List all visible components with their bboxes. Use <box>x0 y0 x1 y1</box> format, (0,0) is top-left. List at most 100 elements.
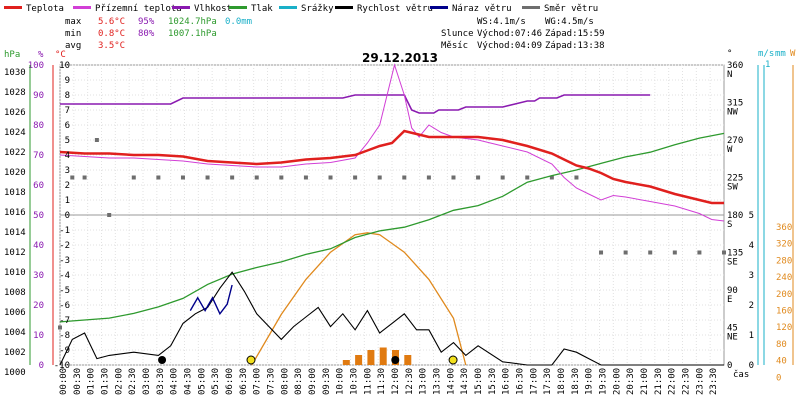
tick-wind: 0 <box>749 361 754 371</box>
axis-direction-unit: ° <box>727 49 732 59</box>
tick-direction-name: NW <box>727 108 738 118</box>
tick-x: 19:00 <box>585 368 595 395</box>
point-wind-direction <box>500 175 505 180</box>
tick-rain: 1 <box>765 60 770 70</box>
point-wind-direction <box>549 175 554 180</box>
tick-x: 05:30 <box>211 368 221 395</box>
series-radiation <box>251 232 467 366</box>
tick-pressure: 1028 <box>4 88 26 98</box>
tick-x: 01:00 <box>87 368 97 395</box>
stat-max-hum: 95% <box>138 17 155 27</box>
axis-radiation-unit: W <box>790 49 796 59</box>
tick-temperature: 1 <box>65 196 70 206</box>
point-wind-direction <box>70 175 75 180</box>
tick-pressure: 1020 <box>4 168 26 178</box>
tick-x: 20:00 <box>612 368 622 395</box>
legend-label-6: Náraz větru <box>452 4 512 14</box>
tick-pressure: 1000 <box>4 368 26 378</box>
tick-radiation: 40 <box>776 357 787 367</box>
axis-temperature-unit: °C <box>55 50 66 60</box>
bar-rain <box>367 350 375 365</box>
stat-min-press: 1007.1hPa <box>168 29 217 39</box>
tick-x: 14:00 <box>446 368 456 395</box>
series-wind-speed <box>59 271 724 366</box>
tick-humidity: 90 <box>33 91 44 101</box>
axis-rain-unit: mm <box>775 49 786 59</box>
tick-x: 14:30 <box>460 368 470 395</box>
tick-pressure: 1014 <box>4 228 26 238</box>
point-wind-direction <box>82 175 87 180</box>
tick-temperature: 10 <box>59 61 70 71</box>
tick-radiation: 160 <box>776 307 792 317</box>
tick-temperature: 0 <box>65 211 70 221</box>
tick-direction-name: NE <box>727 333 738 343</box>
tick-x: 05:00 <box>197 368 207 395</box>
tick-humidity: 0 <box>39 361 44 371</box>
tick-pressure: 1018 <box>4 188 26 198</box>
tick-x: 03:00 <box>142 368 152 395</box>
point-wind-direction <box>303 175 308 180</box>
point-wind-direction <box>254 175 259 180</box>
tick-wind: 2 <box>749 301 754 311</box>
tick-x: 00:30 <box>73 368 83 395</box>
point-wind-direction <box>279 175 284 180</box>
point-wind-direction <box>648 250 653 255</box>
marker-sunset <box>448 355 458 365</box>
tick-x: 19:30 <box>599 368 609 395</box>
tick-direction: 135 <box>727 249 743 259</box>
point-wind-direction <box>402 175 407 180</box>
tick-temperature: 4 <box>65 151 70 161</box>
tick-x: 18:30 <box>571 368 581 395</box>
tick-pressure: 1004 <box>4 328 26 338</box>
tick-x: 09:00 <box>308 368 318 395</box>
tick-temperature: 3 <box>65 166 70 176</box>
tick-direction-name: SE <box>727 258 738 268</box>
point-wind-direction <box>574 175 579 180</box>
point-wind-direction <box>230 175 235 180</box>
legend-label-0: Teplota <box>26 4 64 14</box>
bar-rain <box>379 347 387 365</box>
tick-x: 11:00 <box>363 368 373 395</box>
tick-temperature: -8 <box>59 331 70 341</box>
tick-humidity: 20 <box>33 301 44 311</box>
tick-direction-name: N <box>727 70 732 80</box>
tick-pressure: 1026 <box>4 108 26 118</box>
axis-pressure-unit: hPa <box>4 50 20 60</box>
tick-humidity: 10 <box>33 331 44 341</box>
tick-x: 22:00 <box>668 368 678 395</box>
legend-swatch-7 <box>522 6 540 9</box>
point-wind-direction <box>623 250 628 255</box>
bar-rain <box>342 360 350 365</box>
tick-radiation: 360 <box>776 223 792 233</box>
tick-pressure: 1022 <box>4 148 26 158</box>
legend-swatch-4 <box>279 6 297 9</box>
tick-x: 13:30 <box>433 368 443 395</box>
tick-direction-name: W <box>727 145 733 155</box>
legend-label-1: Přízemní teplota <box>95 4 182 14</box>
tick-x: 15:00 <box>474 368 484 395</box>
point-wind-direction <box>107 213 112 217</box>
tick-x: 07:30 <box>267 368 277 395</box>
point-wind-direction <box>697 250 702 255</box>
tick-x: 04:30 <box>184 368 194 395</box>
info-moonset: Západ:13:38 <box>545 41 605 51</box>
tick-x: 04:00 <box>170 368 180 395</box>
legend-label-2: Vlhkost <box>194 4 232 14</box>
point-wind-direction <box>451 175 456 180</box>
point-wind-direction <box>131 175 136 180</box>
tick-temperature: -2 <box>59 241 70 251</box>
marker-moonset <box>391 356 400 364</box>
stat-max-rain: 0.0mm <box>225 17 252 27</box>
tick-temperature: -3 <box>59 256 70 266</box>
tick-pressure: 1006 <box>4 308 26 318</box>
marker-sunrise <box>246 355 256 365</box>
series-temperature <box>59 129 724 205</box>
marker-moonrise <box>158 356 167 364</box>
tick-direction: 315 <box>727 99 743 109</box>
series-wind-gust <box>189 284 233 316</box>
series-humidity <box>60 94 651 114</box>
axis-wind-unit: m/s <box>758 49 774 59</box>
tick-direction: 360 <box>727 61 743 71</box>
series-pressure <box>59 132 725 323</box>
tick-wind: 4 <box>749 241 754 251</box>
